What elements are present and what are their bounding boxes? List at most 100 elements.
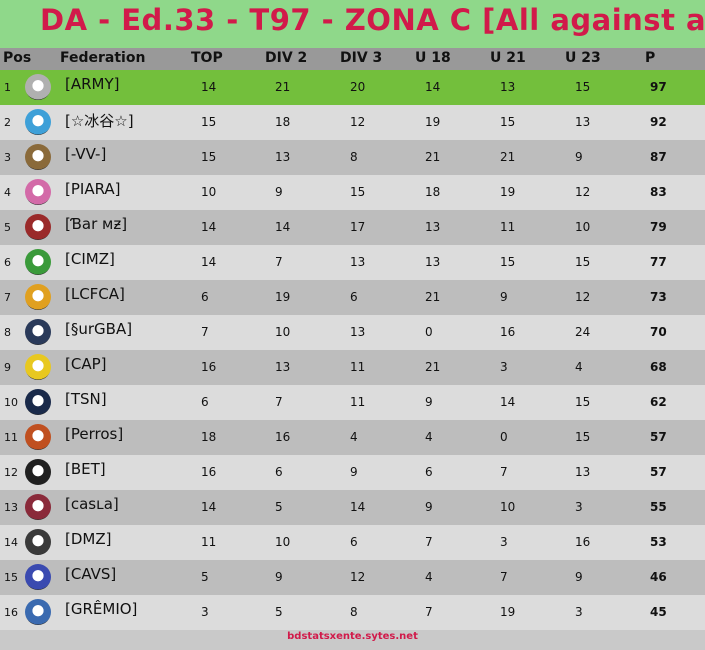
score-div2: 5: [275, 605, 283, 619]
federation-name[interactable]: [LCFCA]: [65, 285, 125, 303]
score-u21: 3: [500, 360, 508, 374]
score-div2: 16: [275, 430, 291, 444]
table-row[interactable]: 7 [LCFCA] 6 19 6 21 9 12 73: [0, 280, 705, 315]
score-u23: 12: [575, 290, 591, 304]
score-top: 16: [201, 360, 217, 374]
score-top: 15: [201, 150, 217, 164]
federation-name[interactable]: [CAVS]: [65, 565, 117, 583]
score-u21: 15: [500, 255, 516, 269]
score-u21: 19: [500, 185, 516, 199]
table-row[interactable]: 8 [§urGBA] 7 10 13 0 16 24 70: [0, 315, 705, 350]
score-u23: 15: [575, 395, 591, 409]
score-div3: 15: [350, 185, 366, 199]
points-value: 62: [650, 395, 667, 409]
federation-name[interactable]: [CIMZ]: [65, 250, 115, 268]
federation-name[interactable]: [Ɓar мƶ]: [65, 215, 128, 233]
score-u21: 13: [500, 80, 516, 94]
table-row[interactable]: 5 [Ɓar мƶ] 14 14 17 13 11 10 79: [0, 210, 705, 245]
federation-name[interactable]: [CAP]: [65, 355, 107, 373]
score-u23: 16: [575, 535, 591, 549]
score-u18: 21: [425, 150, 441, 164]
score-u23: 9: [575, 150, 583, 164]
score-u21: 7: [500, 570, 508, 584]
score-u23: 4: [575, 360, 583, 374]
vv-crest-icon: [25, 144, 51, 170]
cimz-crest-icon: [25, 249, 51, 275]
score-top: 3: [201, 605, 209, 619]
column-header-u23: U 23: [565, 50, 601, 66]
cap-crest-icon: [25, 354, 51, 380]
score-div3: 13: [350, 325, 366, 339]
table-row[interactable]: 10 [TSN] 6 7 11 9 14 15 62: [0, 385, 705, 420]
table-row[interactable]: 14 [DMZ] 11 10 6 7 3 16 53: [0, 525, 705, 560]
table-row[interactable]: 1 [ARMY] 14 21 20 14 13 15 97: [0, 70, 705, 105]
score-u18: 7: [425, 535, 433, 549]
score-div3: 9: [350, 465, 358, 479]
score-div3: 11: [350, 360, 366, 374]
federation-name[interactable]: [☆冰谷☆]: [65, 112, 134, 130]
table-row[interactable]: 3 [-VV-] 15 13 8 21 21 9 87: [0, 140, 705, 175]
score-div3: 20: [350, 80, 366, 94]
table-row[interactable]: 2 [☆冰谷☆] 15 18 12 19 15 13 92: [0, 105, 705, 140]
surgba-crest-icon: [25, 319, 51, 345]
score-u23: 9: [575, 570, 583, 584]
score-u21: 11: [500, 220, 516, 234]
score-div2: 6: [275, 465, 283, 479]
score-top: 14: [201, 255, 217, 269]
points-value: 57: [650, 430, 667, 444]
points-value: 83: [650, 185, 667, 199]
federation-name[interactable]: [PIARA]: [65, 180, 121, 198]
column-header-federation: Federation: [60, 50, 146, 66]
casla-crest-icon: [25, 494, 51, 520]
score-u18: 6: [425, 465, 433, 479]
score-div2: 9: [275, 570, 283, 584]
table-row[interactable]: 6 [CIMZ] 14 7 13 13 15 15 77: [0, 245, 705, 280]
table-row[interactable]: 4 [PIARA] 10 9 15 18 19 12 83: [0, 175, 705, 210]
federation-name[interactable]: [§urGBA]: [65, 320, 133, 338]
federation-name[interactable]: [ARMY]: [65, 75, 120, 93]
score-div3: 17: [350, 220, 366, 234]
row-position: 8: [4, 326, 11, 339]
score-u23: 13: [575, 465, 591, 479]
footer-site-link[interactable]: bdstatsxente.sytes.net: [287, 631, 418, 642]
table-row[interactable]: 13 [casʟa] 14 5 14 9 10 3 55: [0, 490, 705, 525]
ice-valley-crest-icon: [25, 109, 51, 135]
score-u23: 24: [575, 325, 591, 339]
table-row[interactable]: 12 [BET] 16 6 9 6 7 13 57: [0, 455, 705, 490]
perros-crest-icon: [25, 424, 51, 450]
points-value: 45: [650, 605, 667, 619]
score-top: 14: [201, 500, 217, 514]
table-row[interactable]: 15 [CAVS] 5 9 12 4 7 9 46: [0, 560, 705, 595]
score-u23: 3: [575, 500, 583, 514]
row-position: 14: [4, 536, 18, 549]
table-row[interactable]: 9 [CAP] 16 13 11 21 3 4 68: [0, 350, 705, 385]
federation-name[interactable]: [Perros]: [65, 425, 124, 443]
federation-name[interactable]: [-VV-]: [65, 145, 107, 163]
score-top: 6: [201, 290, 209, 304]
score-u18: 21: [425, 290, 441, 304]
score-top: 7: [201, 325, 209, 339]
row-position: 9: [4, 361, 11, 374]
score-top: 18: [201, 430, 217, 444]
federation-name[interactable]: [TSN]: [65, 390, 107, 408]
federation-name[interactable]: [DMZ]: [65, 530, 112, 548]
points-value: 53: [650, 535, 667, 549]
federation-name[interactable]: [casʟa]: [65, 495, 119, 513]
table-row[interactable]: 16 [GRÊMIO] 3 5 8 7 19 3 45: [0, 595, 705, 630]
federation-name[interactable]: [BET]: [65, 460, 106, 478]
federation-name[interactable]: [GRÊMIO]: [65, 600, 138, 618]
score-div2: 13: [275, 150, 291, 164]
score-u21: 0: [500, 430, 508, 444]
row-position: 13: [4, 501, 18, 514]
lcfca-crest-icon: [25, 284, 51, 310]
column-header-div3: DIV 3: [340, 50, 383, 66]
score-top: 16: [201, 465, 217, 479]
army-crest-icon: [25, 74, 51, 100]
table-row[interactable]: 11 [Perros] 18 16 4 4 0 15 57: [0, 420, 705, 455]
cavs-crest-icon: [25, 564, 51, 590]
page-title: DA - Ed.33 - T97 - ZONA C [All against a…: [40, 3, 705, 37]
score-div3: 8: [350, 150, 358, 164]
row-position: 15: [4, 571, 18, 584]
score-div3: 8: [350, 605, 358, 619]
gremio-crest-icon: [25, 599, 51, 625]
